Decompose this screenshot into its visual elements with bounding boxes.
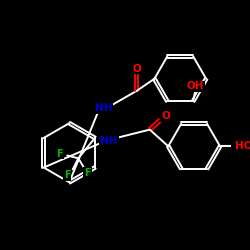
Text: OH: OH (186, 82, 204, 92)
Text: F: F (56, 149, 63, 159)
Text: F: F (84, 168, 91, 178)
Text: NH: NH (95, 103, 112, 113)
Text: O: O (132, 64, 141, 74)
Text: O: O (161, 111, 170, 121)
Text: HO: HO (235, 141, 250, 151)
Text: F: F (64, 170, 70, 180)
Text: NH: NH (100, 136, 118, 146)
